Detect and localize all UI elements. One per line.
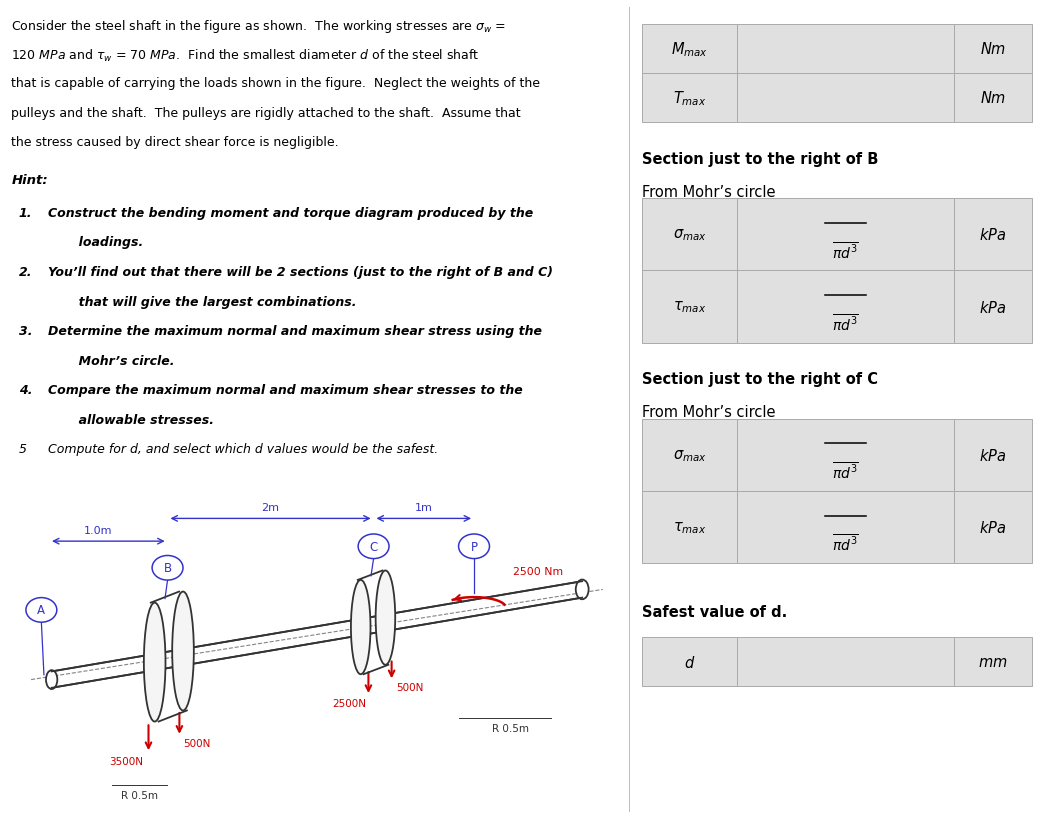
Text: 120 $MPa$ and $\tau_w$ = 70 $MPa$.  Find the smallest diameter $d$ of the steel : 120 $MPa$ and $\tau_w$ = 70 $MPa$. Find … [12, 48, 480, 64]
Text: From Mohr’s circle: From Mohr’s circle [641, 405, 775, 419]
Text: C: C [370, 540, 378, 553]
Text: $Nm$: $Nm$ [979, 90, 1006, 106]
Bar [641, 419, 737, 491]
Text: $mm$: $mm$ [978, 654, 1008, 669]
Bar [641, 637, 737, 686]
Text: 2500N: 2500N [331, 698, 366, 708]
Text: pulleys and the shaft.  The pulleys are rigidly attached to the shaft.  Assume t: pulleys and the shaft. The pulleys are r… [12, 106, 521, 120]
Bar [737, 419, 954, 491]
Bar [954, 199, 1031, 271]
Text: 1.: 1. [19, 206, 32, 219]
Bar [737, 74, 954, 123]
Text: B: B [164, 562, 172, 575]
Text: $d$: $d$ [684, 654, 695, 670]
Ellipse shape [376, 571, 395, 665]
Text: $\tau_{max}$: $\tau_{max}$ [672, 519, 706, 536]
Ellipse shape [576, 580, 588, 600]
Text: $\tau_{max}$: $\tau_{max}$ [672, 299, 706, 315]
Bar [954, 74, 1031, 123]
Ellipse shape [143, 603, 166, 722]
Bar [737, 271, 954, 343]
Text: $\overline{\pi d^3}$: $\overline{\pi d^3}$ [832, 312, 859, 333]
Circle shape [459, 534, 490, 559]
Bar [641, 25, 737, 74]
Text: Construct the bending moment and torque diagram produced by the: Construct the bending moment and torque … [48, 206, 533, 219]
Text: $kPa$: $kPa$ [979, 519, 1007, 536]
Text: that is capable of carrying the loads shown in the figure.  Neglect the weights : that is capable of carrying the loads sh… [12, 77, 541, 90]
Bar [641, 74, 737, 123]
Text: $\overline{\pi d^3}$: $\overline{\pi d^3}$ [832, 532, 859, 553]
Text: R 0.5m: R 0.5m [121, 790, 158, 799]
Text: R 0.5m: R 0.5m [492, 723, 529, 734]
Bar [737, 491, 954, 563]
Text: $kPa$: $kPa$ [979, 447, 1007, 464]
Text: 2500 Nm: 2500 Nm [513, 566, 563, 577]
Bar [641, 491, 737, 563]
Bar [954, 25, 1031, 74]
Text: Safest value of d.: Safest value of d. [641, 604, 787, 619]
Text: the stress caused by direct shear force is negligible.: the stress caused by direct shear force … [12, 136, 339, 149]
Text: From Mohr’s circle: From Mohr’s circle [641, 184, 775, 199]
Bar [641, 199, 737, 271]
Text: 500N: 500N [396, 682, 423, 693]
Text: 1m: 1m [415, 503, 432, 513]
Bar [737, 199, 954, 271]
Bar [954, 419, 1031, 491]
Text: Consider the steel shaft in the figure as shown.  The working stresses are $\sig: Consider the steel shaft in the figure a… [12, 18, 507, 35]
Ellipse shape [172, 592, 194, 711]
Bar [954, 491, 1031, 563]
Ellipse shape [46, 670, 57, 690]
Bar [737, 637, 954, 686]
Text: Hint:: Hint: [12, 174, 48, 188]
Text: P: P [470, 541, 478, 553]
Text: 2m: 2m [261, 503, 279, 513]
Text: Section just to the right of C: Section just to the right of C [641, 372, 877, 387]
Text: $\overline{\pi d^3}$: $\overline{\pi d^3}$ [832, 460, 859, 481]
Text: 1.0m: 1.0m [84, 525, 113, 536]
Text: Determine the maximum normal and maximum shear stress using the: Determine the maximum normal and maximum… [48, 324, 542, 337]
Circle shape [25, 598, 57, 622]
Text: $\sigma_{max}$: $\sigma_{max}$ [672, 447, 706, 464]
Text: $\overline{\pi d^3}$: $\overline{\pi d^3}$ [832, 240, 859, 260]
Text: $M_{max}$: $M_{max}$ [671, 40, 708, 58]
Text: loadings.: loadings. [48, 236, 143, 249]
Text: $T_{max}$: $T_{max}$ [672, 89, 706, 107]
Text: $kPa$: $kPa$ [979, 227, 1007, 243]
Bar [737, 25, 954, 74]
Circle shape [358, 534, 389, 559]
Text: 500N: 500N [184, 738, 211, 748]
Text: allowable stresses.: allowable stresses. [48, 413, 213, 426]
Text: 3500N: 3500N [109, 756, 143, 766]
Text: $Nm$: $Nm$ [979, 41, 1006, 57]
Ellipse shape [350, 580, 371, 674]
Text: that will give the largest combinations.: that will give the largest combinations. [48, 295, 356, 308]
Bar [954, 271, 1031, 343]
Text: Compute for d, and select which d values would be the safest.: Compute for d, and select which d values… [48, 442, 438, 455]
Text: Section just to the right of B: Section just to the right of B [641, 152, 878, 166]
Text: 4.: 4. [19, 383, 32, 396]
Text: A: A [37, 604, 46, 617]
Text: 5: 5 [19, 442, 27, 455]
Text: Mohr’s circle.: Mohr’s circle. [48, 354, 174, 367]
Bar [641, 271, 737, 343]
Text: $kPa$: $kPa$ [979, 299, 1007, 315]
Text: $\sigma_{max}$: $\sigma_{max}$ [672, 227, 706, 243]
Circle shape [152, 556, 183, 581]
Text: You’ll find out that there will be 2 sections (just to the right of B and C): You’ll find out that there will be 2 sec… [48, 265, 553, 278]
Text: 2.: 2. [19, 265, 32, 278]
Bar [954, 637, 1031, 686]
Text: Compare the maximum normal and maximum shear stresses to the: Compare the maximum normal and maximum s… [48, 383, 523, 396]
Text: 3.: 3. [19, 324, 32, 337]
